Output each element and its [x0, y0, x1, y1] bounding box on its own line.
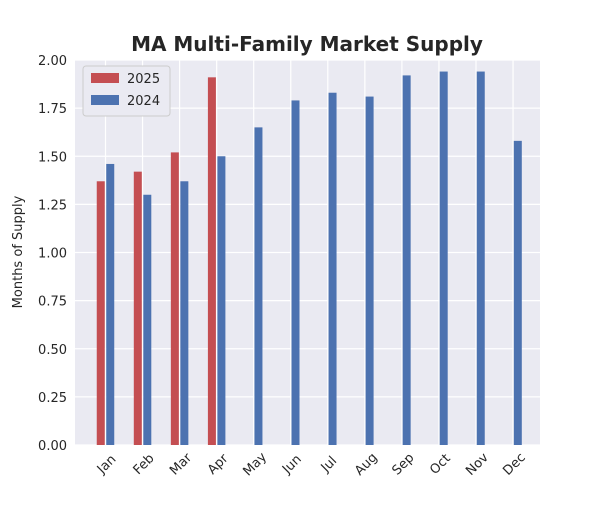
- y-tick-label: 0.00: [38, 439, 67, 454]
- x-tick-label: Apr: [205, 451, 232, 478]
- y-tick-label: 2.00: [38, 54, 67, 69]
- y-tick-labels: 0.00 0.25 0.50 0.75 1.00 1.25 1.50 1.75 2.00: [38, 54, 67, 454]
- bar-2024-dec: [513, 140, 522, 445]
- bar-2024-nov: [476, 71, 485, 446]
- bar-2025-feb: [133, 171, 142, 445]
- x-tick-labels: Jan Feb Mar Apr May Jun Jul Aug Sep Oct Nov Dec: [94, 450, 529, 480]
- y-tick-label: 0.25: [38, 391, 67, 406]
- y-tick-label: 1.50: [38, 150, 67, 165]
- legend-label-2025: 2025: [127, 72, 160, 87]
- x-tick-label: Oct: [427, 451, 454, 478]
- y-tick-label: 0.50: [38, 343, 67, 358]
- x-tick-label: Sep: [389, 451, 417, 479]
- x-tick-label: Jan: [94, 452, 119, 477]
- bar-2025-mar: [170, 152, 179, 445]
- bars: [96, 71, 522, 446]
- y-tick-label: 1.25: [38, 198, 67, 213]
- bar-2024-jan: [106, 163, 115, 445]
- bar-2024-mar: [180, 181, 189, 445]
- y-tick-label: 1.00: [38, 247, 67, 262]
- x-tick-label: Dec: [500, 450, 528, 478]
- y-tick-label: 1.75: [38, 102, 67, 117]
- bar-2024-jun: [291, 100, 300, 446]
- bar-2024-sep: [402, 75, 411, 446]
- bar-2025-apr: [207, 77, 216, 445]
- legend: 2025 2024: [82, 65, 171, 117]
- bar-2024-apr: [217, 156, 226, 445]
- x-tick-label: Feb: [131, 451, 158, 478]
- bar-2024-feb: [143, 194, 152, 445]
- x-tick-label: Aug: [352, 450, 381, 479]
- y-tick-label: 0.75: [38, 295, 67, 310]
- legend-label-2024: 2024: [127, 94, 160, 109]
- chart-title: MA Multi-Family Market Supply: [131, 32, 483, 56]
- bar-2024-aug: [365, 96, 374, 445]
- x-tick-label: Jul: [318, 454, 340, 476]
- bar-2024-may: [254, 127, 263, 445]
- bar-2024-jul: [328, 92, 337, 445]
- legend-swatch-2024: [91, 95, 119, 105]
- x-tick-label: May: [240, 450, 270, 480]
- x-tick-label: Nov: [463, 450, 492, 479]
- bar-2024-oct: [439, 71, 448, 446]
- y-axis-label: Months of Supply: [11, 195, 26, 308]
- x-tick-label: Mar: [167, 450, 195, 478]
- bar-2025-jan: [96, 181, 105, 445]
- legend-swatch-2025: [91, 73, 119, 83]
- x-tick-label: Jun: [279, 452, 305, 478]
